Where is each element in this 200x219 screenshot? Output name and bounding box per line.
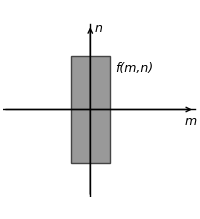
Text: f(m,n): f(m,n) xyxy=(116,62,154,75)
Bar xyxy=(71,56,110,163)
Text: n: n xyxy=(94,22,102,35)
Text: m: m xyxy=(184,115,196,128)
